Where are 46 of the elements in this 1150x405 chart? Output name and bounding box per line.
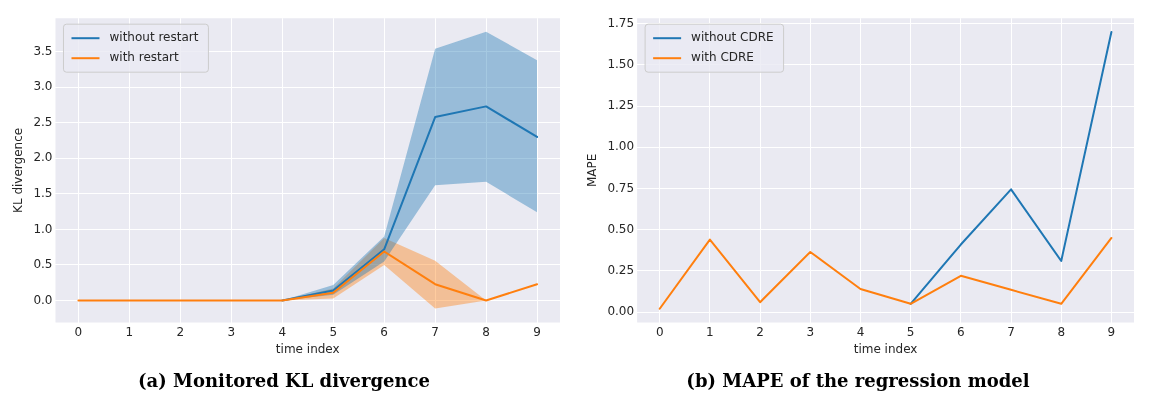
y-tick-label: 0.0 bbox=[33, 292, 53, 307]
x-axis-title: time index bbox=[275, 342, 340, 357]
x-tick-label: 3 bbox=[227, 324, 236, 339]
x-tick-label: 3 bbox=[806, 324, 815, 339]
x-tick-label: 9 bbox=[533, 324, 541, 339]
x-tick-label: 9 bbox=[1107, 324, 1116, 339]
y-tick-label: 1.75 bbox=[607, 15, 635, 30]
x-tick-label: 6 bbox=[957, 324, 965, 339]
y-tick-label: 1.5 bbox=[33, 186, 53, 200]
legend-label: with restart bbox=[109, 50, 180, 65]
y-tick-label: 1.50 bbox=[607, 57, 635, 72]
x-tick-label: 5 bbox=[906, 324, 915, 339]
y-axis-title: MAPE bbox=[585, 153, 600, 188]
y-tick-label: 3.0 bbox=[33, 79, 53, 94]
y-tick-label: 2.0 bbox=[33, 150, 53, 165]
x-tick-label: 8 bbox=[482, 324, 490, 339]
x-tick-label: 5 bbox=[329, 324, 338, 339]
text: (b) MAPE of the regression model bbox=[686, 369, 1030, 391]
legend-label: with CDRE bbox=[691, 50, 754, 65]
y-tick-label: 0.00 bbox=[607, 304, 635, 319]
text: (a) Monitored KL divergence bbox=[138, 369, 430, 391]
x-tick-label: 7 bbox=[431, 324, 439, 339]
x-tick-label: 4 bbox=[278, 324, 287, 339]
legend-label: without CDRE bbox=[691, 30, 774, 45]
y-tick-label: 1.00 bbox=[607, 139, 635, 154]
legend-label: without restart bbox=[109, 30, 199, 45]
x-tick-label: 8 bbox=[1057, 324, 1066, 339]
y-tick-label: 2.5 bbox=[33, 114, 53, 129]
y-tick-label: 0.5 bbox=[33, 257, 53, 272]
y-tick-label: 0.25 bbox=[607, 263, 635, 277]
x-tick-label: 1 bbox=[706, 324, 714, 339]
y-axis-title: KL divergence bbox=[11, 127, 26, 213]
x-axis-title: time index bbox=[853, 342, 918, 357]
x-tick-label: 0 bbox=[74, 324, 83, 339]
x-tick-label: 7 bbox=[1007, 324, 1015, 339]
x-tick-label: 6 bbox=[380, 324, 388, 339]
y-tick-label: 1.0 bbox=[33, 221, 53, 236]
y-tick-label: 0.50 bbox=[607, 221, 635, 236]
x-tick-label: 1 bbox=[125, 324, 134, 339]
x-tick-label: 2 bbox=[756, 324, 764, 339]
x-tick-label: 4 bbox=[856, 324, 865, 339]
x-tick-label: 2 bbox=[176, 324, 185, 339]
x-tick-label: 0 bbox=[655, 324, 664, 339]
y-tick-label: 3.5 bbox=[33, 43, 53, 58]
y-tick-label: 0.75 bbox=[607, 180, 635, 195]
y-tick-label: 1.25 bbox=[607, 98, 635, 113]
